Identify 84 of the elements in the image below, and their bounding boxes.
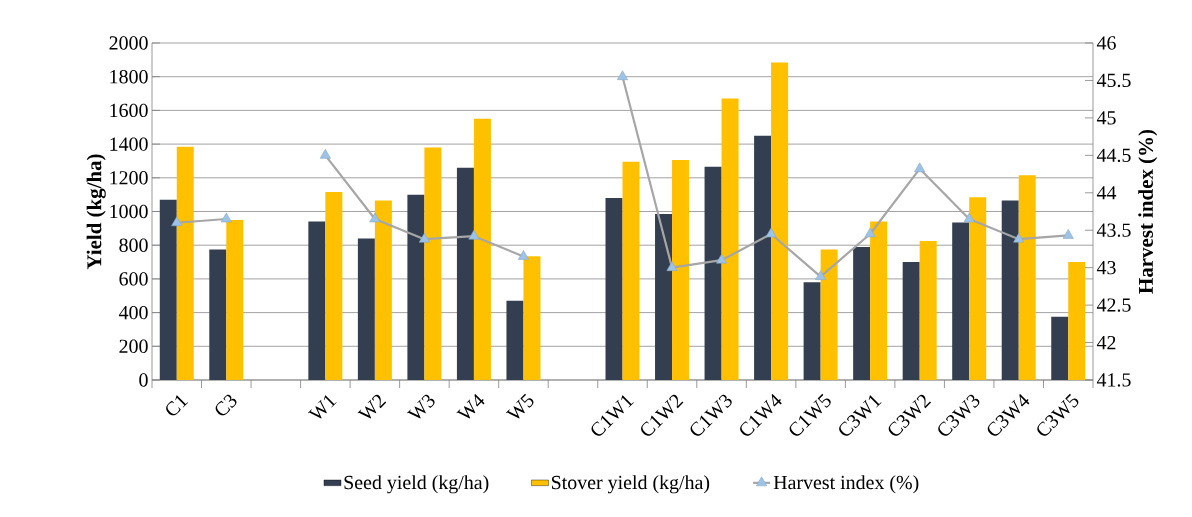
y-tick-label: 400 [118, 305, 148, 320]
bar [803, 282, 821, 380]
bar [424, 147, 442, 380]
bar [853, 246, 871, 380]
y2-tick-label: 44.5 [1096, 148, 1131, 163]
bar [357, 238, 375, 380]
x-tick-label: C1 [166, 395, 189, 416]
point [617, 70, 628, 80]
y2-tick-label: 46 [1096, 36, 1116, 50]
point [716, 253, 728, 264]
bar [226, 219, 244, 380]
y2-tick-label: 45 [1096, 111, 1116, 125]
bar [721, 98, 739, 380]
bar [754, 135, 772, 380]
x-tick-label: W1 [307, 395, 337, 419]
bar [407, 194, 425, 380]
bar [820, 249, 838, 380]
point [864, 227, 876, 238]
y-tick-label: 1600 [110, 103, 148, 118]
bar [506, 300, 524, 380]
y-tick-label: 1200 [110, 171, 148, 185]
x-tick-label: W4 [456, 393, 485, 419]
x-tick-label: W3 [407, 394, 435, 419]
point [319, 149, 331, 159]
y-tick-label: 800 [119, 238, 148, 252]
point [1013, 232, 1025, 243]
y2-axis-title: Harvest index (%) [1138, 129, 1158, 294]
point [1062, 229, 1074, 239]
bar [622, 161, 640, 380]
bar [308, 221, 326, 380]
y2-tick-label: 44 [1096, 186, 1117, 200]
y2-tick-label: 45.5 [1096, 73, 1131, 88]
bar [456, 167, 474, 380]
legend-label: Stover yield (kg/ha) [551, 475, 710, 494]
bar [159, 199, 177, 380]
bar [919, 240, 937, 380]
y2-tick-label: 41.5 [1096, 373, 1131, 387]
point [171, 216, 183, 227]
point [815, 270, 827, 280]
bar [176, 146, 194, 380]
x-tick-label: C3 [215, 394, 237, 416]
bar [1018, 175, 1036, 380]
bar [771, 62, 789, 380]
y-tick-label: 0 [139, 373, 148, 387]
y2-tick-label: 42.5 [1096, 298, 1131, 312]
point [220, 212, 232, 223]
bar [209, 249, 227, 380]
x-tick-label: W5 [505, 393, 534, 419]
y2-tick-label: 43.5 [1096, 223, 1131, 237]
bar [605, 198, 623, 380]
bar [969, 197, 987, 380]
bar [952, 222, 970, 380]
point [517, 250, 529, 260]
bar [1001, 200, 1019, 380]
bar [325, 192, 343, 380]
bar [672, 160, 690, 380]
y-tick-label: 200 [119, 339, 148, 354]
legend-label: Harvest index (%) [773, 475, 919, 494]
point [468, 229, 480, 240]
bar [704, 166, 722, 380]
bar [374, 200, 392, 380]
bar [902, 262, 920, 380]
y-axis-title: Yield (kg/ha) [86, 154, 106, 270]
point [963, 212, 975, 223]
point [914, 162, 926, 173]
bar [870, 221, 888, 380]
point [765, 227, 777, 238]
point [666, 261, 678, 271]
bar [473, 118, 491, 380]
y-tick-label: 1400 [110, 137, 148, 151]
x-tick-label: W2 [357, 394, 387, 419]
y-tick-label: 600 [119, 272, 148, 286]
bar [655, 214, 673, 380]
legend-label: Seed yield (kg/ha) [344, 475, 489, 494]
bar [1051, 316, 1069, 380]
point [369, 212, 381, 223]
y-tick-label: 1000 [110, 204, 148, 219]
y2-tick-label: 42 [1096, 335, 1116, 350]
y-tick-label: 2000 [109, 36, 148, 50]
y-tick-label: 1800 [110, 69, 148, 84]
y2-tick-label: 43 [1096, 260, 1116, 275]
point [418, 232, 430, 243]
bar [523, 256, 541, 380]
bar [1068, 262, 1086, 380]
